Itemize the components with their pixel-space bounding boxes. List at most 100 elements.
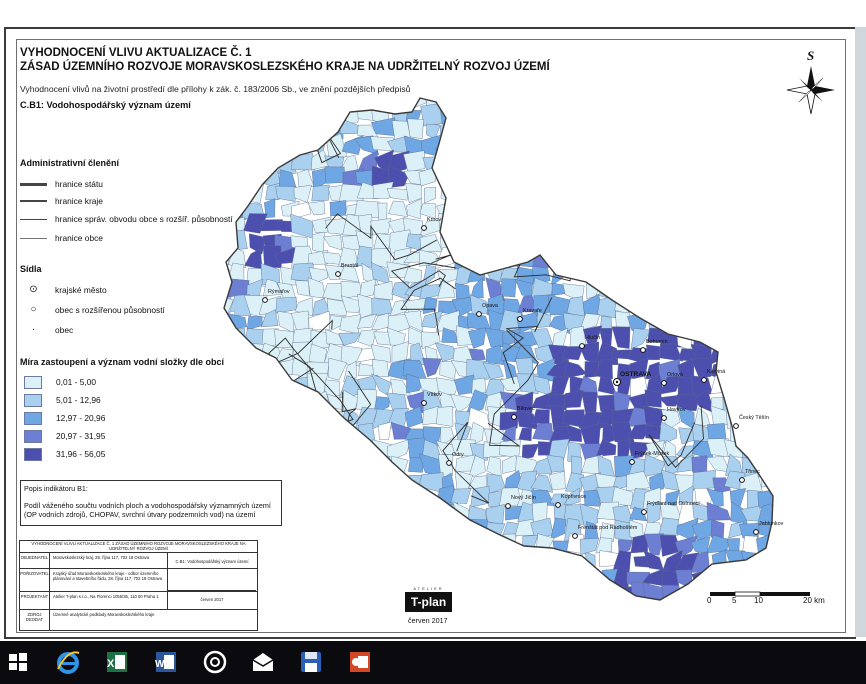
municipality-area xyxy=(646,344,661,360)
municipality-area xyxy=(771,310,773,333)
start-windows-icon[interactable] xyxy=(4,648,32,676)
municipality-area xyxy=(579,139,601,158)
municipality-area xyxy=(741,343,757,366)
internet-explorer-icon[interactable] xyxy=(54,648,82,676)
municipality-area xyxy=(503,98,521,109)
municipality-area xyxy=(596,167,619,189)
municipality-area xyxy=(293,184,312,203)
municipality-area xyxy=(323,410,348,429)
municipality-area xyxy=(531,566,555,588)
indicator-text: Podíl váženého součtu vodních ploch a vo… xyxy=(24,501,271,519)
municipality-area xyxy=(488,566,507,590)
mail-icon[interactable] xyxy=(249,648,277,676)
municipality-area xyxy=(341,550,362,571)
municipality-area xyxy=(597,295,616,319)
town-label: Český Těšín xyxy=(739,415,769,421)
municipality-area xyxy=(630,327,652,350)
municipality-area xyxy=(231,183,249,201)
municipality-area xyxy=(757,215,773,237)
legend-class-1-label: 0,01 - 5,00 xyxy=(56,377,97,387)
town-marker xyxy=(739,477,745,483)
town-marker xyxy=(421,400,427,406)
municipality-area xyxy=(328,570,343,589)
municipality-area xyxy=(407,118,424,140)
excel-icon[interactable]: X xyxy=(103,648,131,676)
town-label: Bílovec xyxy=(517,406,535,412)
municipality-area xyxy=(710,374,728,395)
municipality-area xyxy=(277,98,293,108)
municipality-area xyxy=(772,569,773,589)
town-marker xyxy=(661,380,667,386)
municipality-area xyxy=(599,550,619,567)
municipality-area xyxy=(774,200,794,221)
municipality-area xyxy=(563,554,583,570)
municipality-area xyxy=(579,106,601,120)
municipality-area xyxy=(628,233,646,255)
municipality-area xyxy=(534,583,556,600)
municipality-area xyxy=(227,373,246,398)
presentation-icon[interactable] xyxy=(346,648,374,676)
municipality-area xyxy=(422,357,442,378)
municipality-area xyxy=(356,488,377,503)
municipality-area xyxy=(249,101,266,127)
municipality-area xyxy=(706,98,729,110)
municipality-area xyxy=(393,569,410,585)
municipality-area xyxy=(610,98,635,111)
scale-label-10: 10 xyxy=(754,596,763,605)
municipality-area xyxy=(244,406,261,423)
municipality-area xyxy=(755,98,773,107)
municipality-area xyxy=(643,181,666,201)
municipality-area xyxy=(264,134,283,157)
municipality-area xyxy=(536,166,554,186)
municipality-area xyxy=(278,439,298,461)
title-block-date: červen 2017 xyxy=(167,592,256,609)
municipality-area xyxy=(514,582,535,600)
vertical-scrollbar[interactable] xyxy=(855,27,866,637)
municipality-area xyxy=(647,201,666,221)
municipality-area xyxy=(779,235,792,249)
municipality-area xyxy=(308,425,330,439)
municipality-area xyxy=(229,123,250,138)
municipality-area xyxy=(258,396,282,414)
save-disk-icon[interactable] xyxy=(297,648,325,676)
municipality-area xyxy=(344,569,362,586)
municipality-area xyxy=(722,250,745,268)
municipality-area xyxy=(259,457,281,479)
media-player-icon[interactable] xyxy=(201,648,229,676)
municipality-area xyxy=(339,314,361,335)
municipality-area xyxy=(651,169,660,183)
municipality-area xyxy=(743,357,761,381)
word-icon[interactable]: W xyxy=(152,648,180,676)
town-label: Opava xyxy=(482,303,498,309)
municipality-area xyxy=(566,424,583,442)
municipality-area xyxy=(533,599,552,600)
municipality-area xyxy=(436,406,454,427)
municipality-area xyxy=(375,583,391,600)
municipality-area xyxy=(260,581,279,600)
municipality-area xyxy=(434,154,458,174)
municipality-area xyxy=(471,216,489,238)
municipality-area xyxy=(281,105,299,126)
municipality-area xyxy=(549,601,569,622)
town-marker xyxy=(753,529,759,535)
municipality-area xyxy=(344,454,364,479)
municipality-area xyxy=(499,234,523,255)
municipality-area xyxy=(578,181,596,204)
scale-label-5: 5 xyxy=(732,596,737,605)
municipality-area xyxy=(665,599,678,600)
municipality-area xyxy=(729,232,747,255)
municipality-area xyxy=(450,519,474,541)
municipality-area xyxy=(549,570,565,589)
municipality-area xyxy=(421,502,443,519)
municipality-area xyxy=(565,472,585,492)
municipality-area xyxy=(258,555,281,569)
municipality-area xyxy=(676,266,700,282)
municipality-area xyxy=(500,217,524,239)
municipality-area xyxy=(777,406,791,424)
municipality-area xyxy=(407,568,428,587)
municipality-area xyxy=(661,171,684,191)
svg-text:W: W xyxy=(155,659,165,670)
municipality-area xyxy=(550,263,571,287)
town-marker xyxy=(476,311,482,317)
municipality-area xyxy=(307,524,332,538)
